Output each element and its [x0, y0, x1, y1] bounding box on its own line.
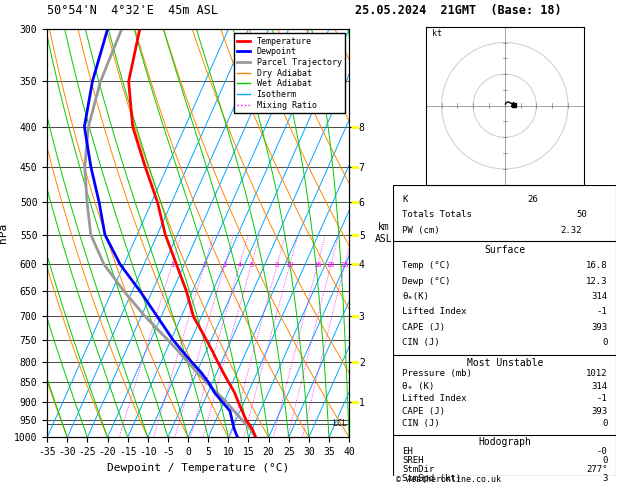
Text: 314: 314 [591, 382, 608, 391]
Text: PW (cm): PW (cm) [402, 226, 440, 235]
Text: 50°54'N  4°32'E  45m ASL: 50°54'N 4°32'E 45m ASL [47, 4, 218, 17]
X-axis label: Dewpoint / Temperature (°C): Dewpoint / Temperature (°C) [107, 463, 289, 473]
Text: kt: kt [432, 29, 442, 38]
Text: 0: 0 [602, 419, 608, 428]
Text: 50: 50 [576, 210, 587, 219]
Text: 20: 20 [326, 262, 335, 268]
Text: 26: 26 [527, 195, 538, 204]
Text: Totals Totals: Totals Totals [402, 210, 472, 219]
Text: θₑ(K): θₑ(K) [402, 292, 429, 301]
Text: 10: 10 [286, 262, 294, 268]
Text: 0: 0 [602, 456, 608, 465]
Text: SREH: SREH [402, 456, 423, 465]
Text: 16.8: 16.8 [586, 261, 608, 270]
Text: 5: 5 [249, 262, 253, 268]
Text: LCL: LCL [332, 419, 347, 428]
Text: CIN (J): CIN (J) [402, 419, 440, 428]
Text: K: K [402, 195, 408, 204]
Text: 393: 393 [591, 406, 608, 416]
Text: 25.05.2024  21GMT  (Base: 18): 25.05.2024 21GMT (Base: 18) [355, 4, 562, 17]
Text: StmSpd (kt): StmSpd (kt) [402, 474, 461, 483]
Y-axis label: km
ASL: km ASL [376, 223, 393, 244]
Text: EH: EH [402, 447, 413, 455]
Text: 12.3: 12.3 [586, 277, 608, 286]
Text: 3: 3 [602, 474, 608, 483]
Text: -1: -1 [597, 307, 608, 316]
Text: 3: 3 [223, 262, 227, 268]
Text: Temp (°C): Temp (°C) [402, 261, 450, 270]
Text: Most Unstable: Most Unstable [467, 358, 543, 368]
Text: 2.32: 2.32 [560, 226, 582, 235]
Text: CAPE (J): CAPE (J) [402, 323, 445, 332]
Text: 25: 25 [340, 262, 349, 268]
Text: -1: -1 [597, 394, 608, 403]
Text: -0: -0 [597, 447, 608, 455]
Text: Pressure (mb): Pressure (mb) [402, 369, 472, 378]
Legend: Temperature, Dewpoint, Parcel Trajectory, Dry Adiabat, Wet Adiabat, Isotherm, Mi: Temperature, Dewpoint, Parcel Trajectory… [234, 34, 345, 113]
Text: 16: 16 [313, 262, 321, 268]
Text: θₑ (K): θₑ (K) [402, 382, 434, 391]
Text: Surface: Surface [484, 245, 525, 255]
Text: Hodograph: Hodograph [478, 436, 532, 447]
Text: CIN (J): CIN (J) [402, 338, 440, 347]
Text: Lifted Index: Lifted Index [402, 394, 467, 403]
Text: 4: 4 [237, 262, 242, 268]
Text: 0: 0 [602, 338, 608, 347]
Text: Lifted Index: Lifted Index [402, 307, 467, 316]
Text: 2: 2 [203, 262, 207, 268]
Text: 1012: 1012 [586, 369, 608, 378]
Text: StmDir: StmDir [402, 465, 434, 474]
Text: 314: 314 [591, 292, 608, 301]
Text: 277°: 277° [586, 465, 608, 474]
Text: 1: 1 [170, 262, 174, 268]
Text: © weatheronline.co.uk: © weatheronline.co.uk [396, 474, 501, 484]
Text: 393: 393 [591, 323, 608, 332]
Text: Dewp (°C): Dewp (°C) [402, 277, 450, 286]
Text: CAPE (J): CAPE (J) [402, 406, 445, 416]
Text: 8: 8 [275, 262, 279, 268]
Y-axis label: hPa: hPa [0, 223, 8, 243]
